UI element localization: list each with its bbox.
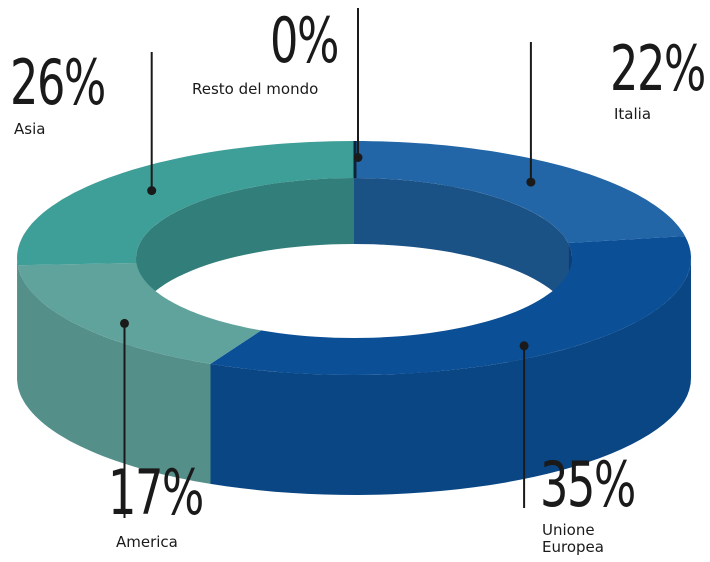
leader-dot-resto-del-mondo [353,153,363,162]
slice-top-america [17,263,262,364]
value-label-asia: 26% [10,46,106,119]
value-label-unione-europea: 35% [540,448,636,521]
leader-dot-italia [526,177,536,187]
slice-inner-italia-0 [354,178,569,309]
leader-dot-america [120,318,129,328]
slice-top-italia [354,141,685,243]
slice-side-america [17,265,211,484]
category-label-italia: Italia [614,105,652,123]
chart-top-faces [17,141,691,375]
category-label-asia: Asia [14,120,46,138]
chart-inner-walls [136,178,572,338]
value-label-italia: 22% [610,32,706,105]
leader-dot-asia [147,186,157,196]
slice-top-asia [17,141,354,266]
leader-lines [120,8,536,518]
chart-sides [17,258,691,495]
category-label-unione-europea: Unione Europea [542,521,604,556]
slice-inner-asia-0 [136,178,354,324]
slice-top-unione-europea [210,236,691,375]
category-label-america: America [116,533,178,551]
value-label-america: 17% [108,456,204,529]
value-label-resto: 0% [270,4,339,77]
leader-dot-unione-europea [519,341,529,351]
slice-side-asia [17,258,18,386]
slice-side-unione-europea [210,258,691,495]
category-label-resto: Resto del mondo [192,80,319,98]
